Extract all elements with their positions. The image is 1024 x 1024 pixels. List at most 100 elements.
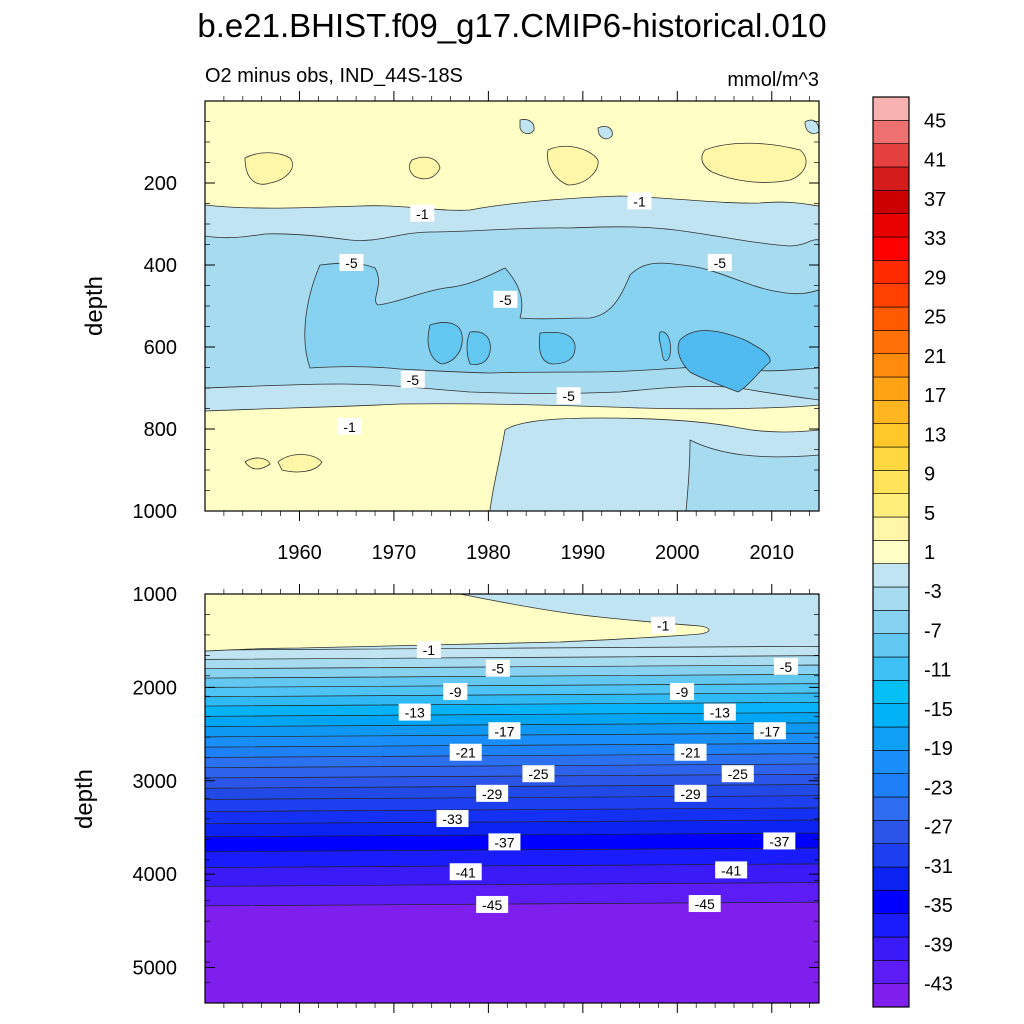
y-tick-label: 800 [144, 419, 177, 441]
upper-pos5-blob-1 [244, 152, 293, 185]
contour-band [205, 901, 819, 1003]
contour-label: -13 [703, 703, 736, 721]
svg-text:-5: -5 [714, 255, 727, 271]
svg-text:-37: -37 [769, 833, 789, 849]
figure-title: b.e21.BHIST.f09_g17.CMIP6-historical.010 [197, 7, 826, 44]
y-tick-label: 400 [144, 255, 177, 277]
colorbar-swatch [872, 913, 910, 938]
colorbar-swatch [872, 470, 910, 494]
colorbar-swatch [872, 516, 910, 541]
contour-label: -1 [410, 204, 435, 222]
contour-label: -1 [416, 641, 441, 659]
contour-label: -45 [476, 895, 509, 913]
upper-contour-labels: -1 -1 -5 -5 -5 -5 -5 -1 [337, 192, 732, 435]
lower-panel: -1 -1 -5 -5 -9 -9 -13 -13 -17 -17 -21 -21 -25 -25 -29 -… [71, 584, 820, 1013]
colorbar-label: -15 [924, 699, 953, 721]
colorbar-label: 5 [924, 503, 935, 525]
x-tick-label: 1970 [372, 542, 417, 564]
colorbar-label: -27 [924, 817, 953, 839]
contour-label: -25 [721, 765, 754, 783]
contour-label: -13 [398, 703, 431, 721]
colorbar-label: -43 [924, 974, 953, 996]
svg-text:-1: -1 [657, 618, 670, 634]
contour-label: -5 [707, 253, 732, 271]
colorbar-swatch [872, 306, 910, 331]
y-tick-label: 600 [144, 337, 177, 359]
colorbar-swatch [872, 890, 910, 914]
colorbar-label: 45 [924, 110, 946, 132]
contour-label: -21 [449, 743, 482, 761]
svg-text:-1: -1 [343, 419, 356, 435]
upper-pos5-blob-4 [701, 142, 807, 183]
upper-neg7-blob-3 [538, 331, 576, 365]
x-tick-label: 1980 [466, 542, 511, 564]
contour-label: -1 [651, 616, 676, 634]
lower-ylabel: depth [71, 769, 98, 829]
colorbar-swatch [872, 703, 910, 728]
x-tick-label: 1960 [277, 542, 322, 564]
svg-text:-41: -41 [721, 862, 741, 878]
colorbar: 45 41 37 33 29 25 21 17 13 9 5 1 -3 -7 -11 -15 -19 -23 -27… [872, 96, 953, 1008]
upper-panel: -1 -1 -5 -5 -5 -5 -5 -1 200 400 600 800 1000 1960 197… [81, 91, 820, 564]
lower-pos1-region [205, 594, 710, 652]
svg-text:-17: -17 [494, 723, 514, 739]
colorbar-label: 37 [924, 189, 946, 211]
colorbar-label: -39 [924, 934, 953, 956]
contour-label: -33 [436, 810, 469, 828]
colorbar-swatch [872, 633, 910, 658]
contour-label: -25 [522, 765, 555, 783]
svg-text:-1: -1 [423, 642, 436, 658]
colorbar-swatch [872, 866, 910, 891]
colorbar-swatch [872, 96, 910, 121]
upper-neg7-blob-4 [658, 331, 671, 362]
upper-pos5-blob-5 [244, 457, 271, 470]
colorbar-swatch [872, 936, 910, 961]
colorbar-swatch [872, 493, 910, 518]
contour-label: -41 [715, 861, 748, 879]
colorbar-swatch [872, 960, 910, 984]
colorbar-swatch [872, 190, 910, 214]
upper-neg7-blob-2 [466, 331, 491, 365]
contour-label: -37 [488, 833, 521, 851]
contour-label: -21 [674, 743, 707, 761]
colorbar-label: 1 [924, 542, 935, 564]
colorbar-swatch [872, 423, 910, 448]
colorbar-swatch [872, 260, 910, 284]
upper-neg1-blob-2 [597, 126, 613, 140]
lower-axis-ticks: 1000 2000 3000 4000 5000 [133, 584, 819, 1013]
lower-contour-bands [205, 594, 819, 1003]
svg-text:-1: -1 [633, 193, 646, 209]
contour-label: -5 [400, 370, 425, 388]
colorbar-swatch [872, 283, 910, 308]
svg-text:-25: -25 [728, 766, 748, 782]
contour-label: -5 [493, 290, 518, 308]
svg-text:-29: -29 [680, 786, 700, 802]
upper-neg1-blob-1 [519, 119, 535, 134]
colorbar-label: -19 [924, 738, 953, 760]
contour-label: -41 [449, 863, 482, 881]
upper-pos5-blob-3 [547, 146, 599, 186]
contour-label: -5 [339, 253, 364, 271]
colorbar-label: 9 [924, 464, 935, 486]
lower-contour-labels: -1 -1 -5 -5 -9 -9 -13 -13 -17 -17 -21 -21 -25 -25 -29 -… [398, 616, 798, 913]
svg-text:-9: -9 [449, 684, 462, 700]
svg-text:-25: -25 [528, 766, 548, 782]
contour-label: -45 [688, 895, 721, 913]
svg-text:-5: -5 [345, 255, 358, 271]
svg-text:-5: -5 [407, 372, 420, 388]
y-tick-label: 5000 [133, 958, 178, 980]
svg-text:-45: -45 [695, 896, 715, 912]
svg-text:-5: -5 [562, 388, 575, 404]
contour-label: -37 [763, 832, 796, 850]
colorbar-swatch [872, 750, 910, 774]
contour-label: -9 [670, 683, 695, 701]
panel-subtitle: O2 minus obs, IND_44S-18S [205, 65, 463, 87]
colorbar-swatch [872, 773, 910, 798]
colorbar-label: -35 [924, 895, 953, 917]
colorbar-swatch [872, 843, 910, 868]
colorbar-swatch [872, 236, 910, 261]
upper-pos5-blob-6 [277, 454, 323, 473]
colorbar-label: -23 [924, 777, 953, 799]
contour-label: -1 [337, 417, 362, 435]
svg-text:-13: -13 [710, 705, 730, 721]
